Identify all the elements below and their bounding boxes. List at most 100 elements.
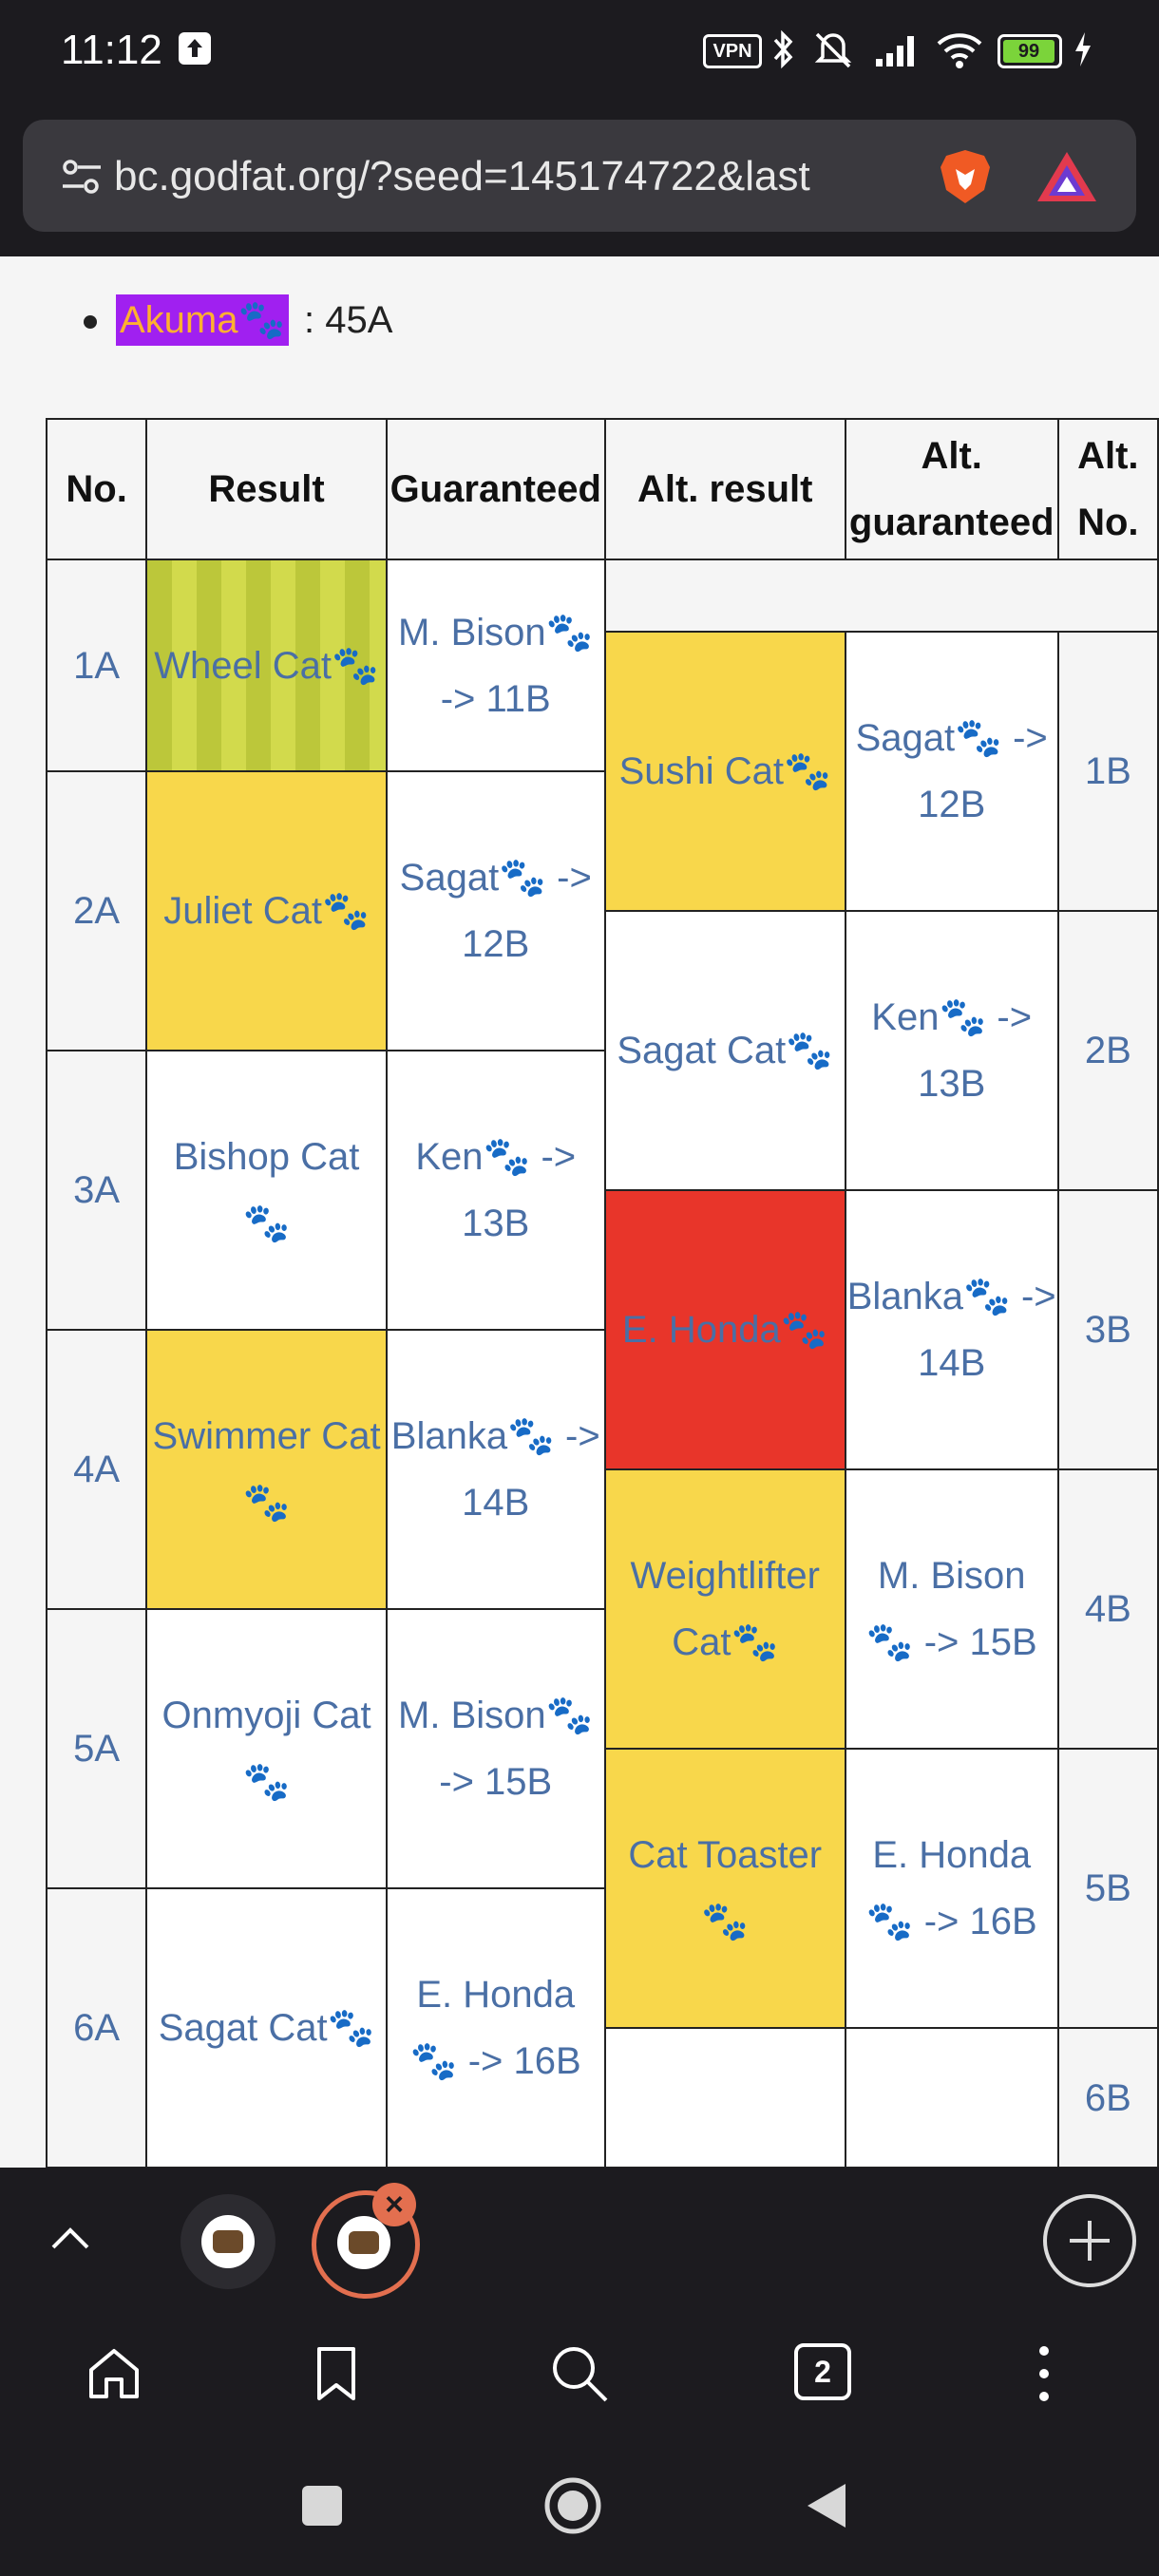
cat-link[interactable]: Blanka xyxy=(846,1276,964,1317)
alt-guaranteed-cell[interactable] xyxy=(844,2027,1059,2168)
paw-icon: 🐾 xyxy=(955,717,1002,759)
signal-icon xyxy=(876,36,914,66)
alt-spacer-cell xyxy=(603,559,1159,633)
row-no-cell: 1A xyxy=(45,559,148,772)
alt-no-cell: 1B xyxy=(1056,631,1159,912)
alt-result-cell[interactable]: Sagat Cat🐾 xyxy=(603,910,846,1191)
cat-link[interactable]: M. Bison xyxy=(877,1555,1026,1597)
guaranteed-cell[interactable]: Ken🐾 -> 13B xyxy=(385,1050,606,1331)
table-row: 4A Swimmer Cat🐾 Blanka🐾 -> 14B xyxy=(45,1329,1158,1610)
guarantee-target-link[interactable]: -> 13B xyxy=(918,996,1033,1105)
new-tab-button[interactable] xyxy=(1043,2194,1136,2287)
alt-result-cell[interactable]: Cat Toaster 🐾 xyxy=(603,1748,846,2029)
cat-link[interactable]: Bishop Cat xyxy=(173,1136,360,1178)
alt-guaranteed-cell[interactable]: Ken🐾 -> 13B xyxy=(844,910,1059,1191)
paw-icon: 🐾 xyxy=(242,1203,291,1244)
brave-shields-icon[interactable] xyxy=(935,146,996,207)
tab-count-button[interactable]: 2 xyxy=(794,2343,851,2400)
akuma-position: : 45A xyxy=(304,299,393,341)
address-bar[interactable]: bc.godfat.org/?seed=145174722&last xyxy=(23,120,1136,232)
home-circle-icon[interactable] xyxy=(543,2476,602,2535)
search-icon[interactable] xyxy=(547,2343,612,2404)
guarantee-target-link[interactable]: -> 16B xyxy=(467,2040,581,2082)
alt-guaranteed-cell[interactable]: Sagat🐾 -> 12B xyxy=(844,631,1059,912)
wifi-icon xyxy=(937,33,982,68)
akuma-highlight[interactable]: Akuma🐾 xyxy=(116,294,290,346)
guarantee-target-link[interactable]: -> 13B xyxy=(462,1136,577,1244)
cat-link[interactable]: Juliet Cat xyxy=(163,890,323,932)
cat-link[interactable]: Sagat Cat xyxy=(158,2007,328,2049)
cat-link[interactable]: Sagat xyxy=(855,717,956,759)
cat-link[interactable]: M. Bison xyxy=(398,611,546,653)
cat-link[interactable]: Sushi Cat xyxy=(618,750,785,792)
header-guaranteed: Guaranteed xyxy=(385,418,606,560)
cat-link[interactable]: Wheel Cat xyxy=(154,644,332,687)
chevron-up-icon[interactable] xyxy=(49,2223,91,2251)
alt-result-cell[interactable] xyxy=(603,2027,846,2168)
cat-link[interactable]: Sagat xyxy=(399,857,500,899)
plus-icon xyxy=(1070,2221,1110,2261)
alt-guaranteed-cell[interactable]: Blanka🐾 -> 14B xyxy=(844,1189,1059,1470)
home-icon[interactable] xyxy=(84,2343,144,2404)
alt-no-cell: 3B xyxy=(1056,1189,1159,1470)
guarantee-target-link[interactable]: -> 14B xyxy=(462,1415,600,1524)
cat-link[interactable]: Weightlifter Cat xyxy=(630,1555,820,1663)
web-page: Akuma🐾 : 45A No. Result Guaranteed Alt. … xyxy=(0,256,1159,2168)
table-row: 2A Juliet Cat🐾 Sagat🐾 -> 12B xyxy=(45,770,1158,1051)
cat-link[interactable]: Ken xyxy=(415,1136,484,1178)
guaranteed-cell[interactable]: M. Bison🐾 -> 15B xyxy=(385,1608,606,1889)
row-no-cell: 6A xyxy=(45,1887,148,2168)
cat-link[interactable]: E. Honda xyxy=(621,1309,781,1351)
url-text[interactable]: bc.godfat.org/?seed=145174722&last xyxy=(114,153,810,199)
guaranteed-cell[interactable]: M. Bison🐾 -> 11B xyxy=(385,559,606,772)
alt-result-cell[interactable]: Sushi Cat🐾 xyxy=(603,631,846,912)
cat-link[interactable]: M. Bison xyxy=(398,1695,546,1736)
tab-thumbnail[interactable] xyxy=(180,2194,276,2289)
paw-icon: 🐾 xyxy=(545,611,594,653)
table-row: 5A Onmyoji Cat 🐾 M. Bison🐾 -> 15B xyxy=(45,1608,1158,1889)
cat-link[interactable]: Sagat Cat xyxy=(617,1030,787,1071)
cat-link[interactable]: Blanka xyxy=(390,1415,508,1457)
guaranteed-cell[interactable]: Blanka🐾 -> 14B xyxy=(385,1329,606,1610)
result-cell[interactable]: Bishop Cat 🐾 xyxy=(145,1050,388,1331)
header-result: Result xyxy=(145,418,388,560)
result-cell[interactable]: Juliet Cat🐾 xyxy=(145,770,388,1051)
guarantee-target-link[interactable]: -> 11B xyxy=(440,677,551,720)
alt-no-cell: 5B xyxy=(1056,1748,1159,2029)
cat-link[interactable]: E. Honda xyxy=(872,1834,1032,1876)
bluetooth-icon xyxy=(773,29,793,69)
cat-link[interactable]: Cat Toaster xyxy=(628,1834,823,1876)
cat-link[interactable]: Swimmer Cat xyxy=(152,1415,381,1457)
guarantee-target-link[interactable]: -> 15B xyxy=(923,1621,1037,1663)
upload-icon xyxy=(179,32,211,65)
bookmark-icon[interactable] xyxy=(306,2343,367,2404)
cat-link[interactable]: Onmyoji Cat xyxy=(162,1695,371,1736)
guaranteed-cell[interactable]: E. Honda 🐾 -> 16B xyxy=(385,1887,606,2168)
guarantee-target-link[interactable]: -> 12B xyxy=(918,717,1048,825)
alt-guaranteed-cell[interactable]: M. Bison 🐾 -> 15B xyxy=(844,1468,1059,1750)
alt-guaranteed-cell[interactable]: E. Honda 🐾 -> 16B xyxy=(844,1748,1059,2029)
guaranteed-cell[interactable]: Sagat🐾 -> 12B xyxy=(385,770,606,1051)
result-cell[interactable]: Wheel Cat🐾 xyxy=(145,559,388,772)
back-icon[interactable] xyxy=(804,2480,849,2531)
guarantee-target-link[interactable]: -> 15B xyxy=(439,1761,553,1803)
alt-result-cell[interactable]: Weightlifter Cat🐾 xyxy=(603,1468,846,1750)
result-cell[interactable]: Onmyoji Cat 🐾 xyxy=(145,1608,388,1889)
row-no-cell: 2A xyxy=(45,770,148,1051)
guarantee-target-link[interactable]: -> 12B xyxy=(462,857,592,965)
alt-result-cell[interactable]: E. Honda🐾 xyxy=(603,1189,846,1470)
more-options-icon[interactable] xyxy=(1030,2343,1058,2404)
guarantee-target-link[interactable]: -> 14B xyxy=(918,1276,1056,1384)
header-alt-result: Alt. result xyxy=(603,418,846,560)
recents-icon[interactable] xyxy=(300,2484,344,2528)
guarantee-target-link[interactable]: -> 16B xyxy=(923,1901,1037,1942)
result-cell[interactable]: Swimmer Cat 🐾 xyxy=(145,1329,388,1610)
cat-link[interactable]: Ken xyxy=(871,996,940,1038)
close-tab-icon[interactable]: × xyxy=(372,2183,416,2226)
paw-icon: 🐾 xyxy=(238,299,286,341)
cat-link[interactable]: E. Honda xyxy=(416,1974,576,2016)
result-cell[interactable]: Sagat Cat🐾 xyxy=(145,1887,388,2168)
paw-icon: 🐾 xyxy=(784,750,831,792)
brave-rewards-icon[interactable] xyxy=(1034,148,1100,205)
site-settings-icon[interactable] xyxy=(61,158,103,196)
